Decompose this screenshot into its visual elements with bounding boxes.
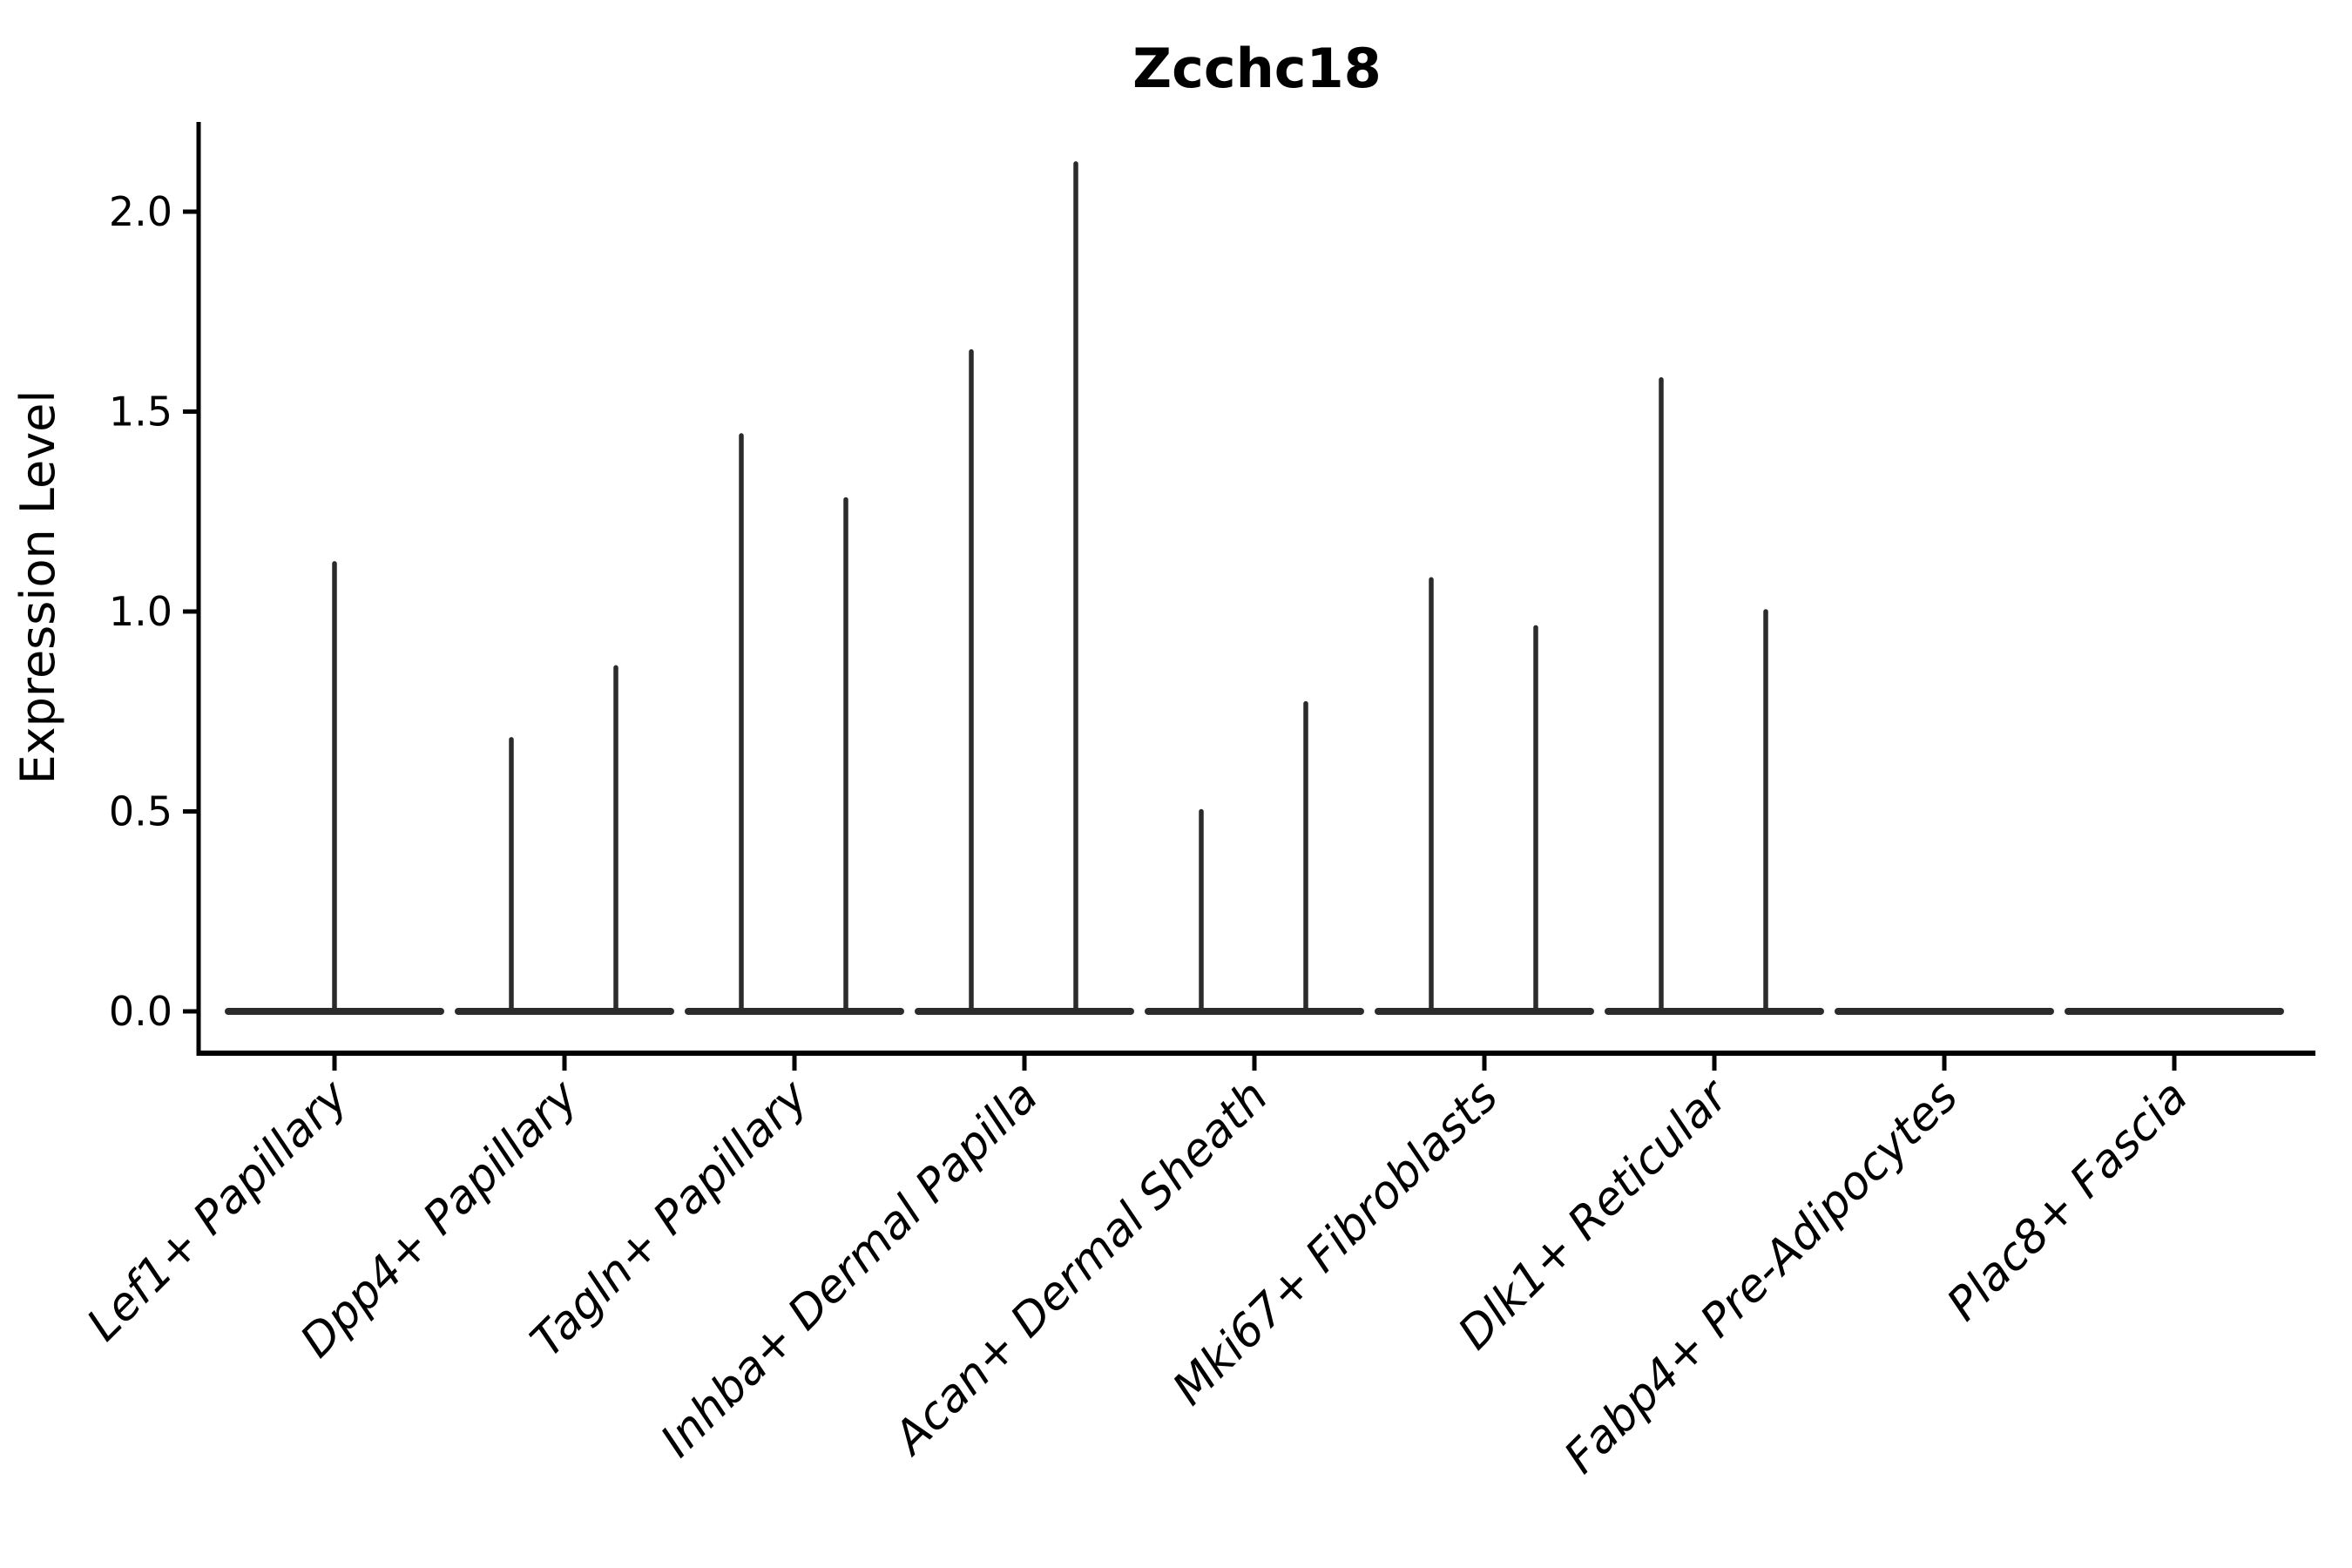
x-tick-label: Inhba+ Dermal Papilla xyxy=(651,1071,1048,1468)
y-tick-label: 1.5 xyxy=(109,389,172,436)
violins-layer xyxy=(225,161,2284,1015)
y-tick-label: 2.0 xyxy=(109,188,172,235)
y-tick-label: 1.0 xyxy=(109,588,172,635)
violin-6 xyxy=(1375,577,1594,1015)
violin-5 xyxy=(1145,700,1364,1015)
y-tick-label: 0.0 xyxy=(109,988,172,1035)
plot-title: Zcchc18 xyxy=(1132,37,1382,100)
y-tick-label: 0.5 xyxy=(109,788,172,835)
violin-3 xyxy=(685,433,904,1015)
x-tick-label: Fabp4+ Pre-Adipocytes xyxy=(1555,1071,1969,1484)
y-axis-ticks: 0.0 0.5 1.0 1.5 2.0 xyxy=(109,188,197,1035)
y-axis-label: Expression Level xyxy=(10,390,65,785)
x-tick-label: Acan+ Dermal Sheath xyxy=(882,1071,1278,1466)
x-tick-label: Plac8+ Fascia xyxy=(1937,1071,2198,1331)
violin-4 xyxy=(915,161,1134,1015)
violin-2 xyxy=(455,665,674,1015)
violin-7 xyxy=(1605,377,1824,1015)
violin-1 xyxy=(225,561,444,1015)
